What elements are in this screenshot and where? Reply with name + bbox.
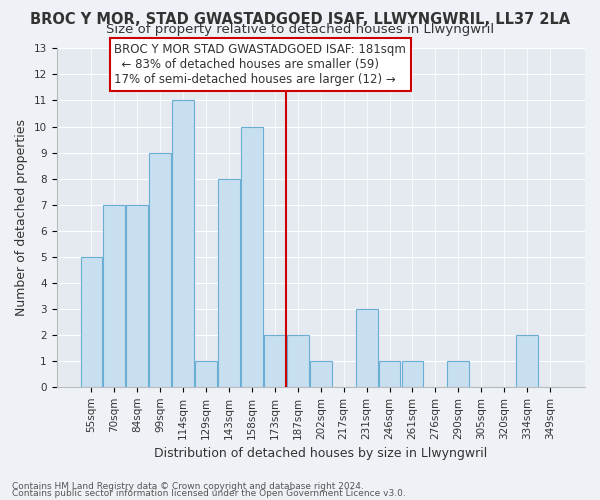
X-axis label: Distribution of detached houses by size in Llwyngwril: Distribution of detached houses by size … [154,447,487,460]
Text: BROC Y MOR STAD GWASTADGOED ISAF: 181sqm
  ← 83% of detached houses are smaller : BROC Y MOR STAD GWASTADGOED ISAF: 181sqm… [115,43,406,86]
Bar [195,361,217,387]
Bar [80,256,103,387]
Text: BROC Y MOR, STAD GWASTADGOED ISAF, LLWYNGWRIL, LL37 2LA: BROC Y MOR, STAD GWASTADGOED ISAF, LLWYN… [30,12,570,28]
Bar [264,335,286,387]
Bar [310,361,332,387]
Bar [127,204,148,387]
Text: Contains HM Land Registry data © Crown copyright and database right 2024.: Contains HM Land Registry data © Crown c… [12,482,364,491]
Bar [149,152,171,387]
Bar [103,204,125,387]
Bar [172,100,194,387]
Bar [401,361,424,387]
Bar [218,178,240,387]
Bar [287,335,309,387]
Bar [379,361,400,387]
Bar [241,126,263,387]
Bar [516,335,538,387]
Bar [448,361,469,387]
Text: Size of property relative to detached houses in Llwyngwril: Size of property relative to detached ho… [106,22,494,36]
Bar [356,308,377,387]
Y-axis label: Number of detached properties: Number of detached properties [15,119,28,316]
Text: Contains public sector information licensed under the Open Government Licence v3: Contains public sector information licen… [12,490,406,498]
